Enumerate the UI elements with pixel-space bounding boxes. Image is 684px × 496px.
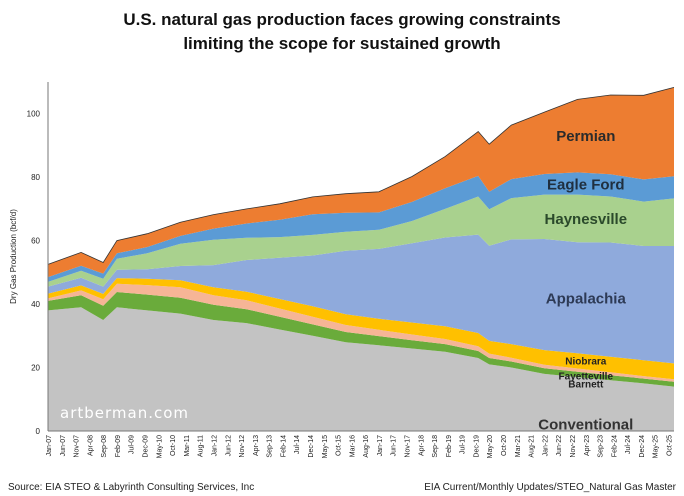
x-tick-label: Mar-11 — [184, 435, 191, 457]
source-right: EIA Current/Monthly Updates/STEO_Natural… — [424, 482, 676, 493]
x-tick-label: Apr-18 — [418, 435, 425, 456]
area-barnett — [48, 292, 674, 387]
annotation-eagle-ford: Eagle Ford — [547, 176, 625, 193]
title-line-1: U.S. natural gas production faces growin… — [123, 10, 561, 29]
x-tick-label: Nov-22 — [570, 435, 577, 458]
x-tick-label: Nov-12 — [239, 435, 246, 458]
x-tick-label: May-15 — [322, 435, 329, 458]
x-tick-label: Jul-24 — [625, 435, 632, 454]
x-tick-label: Sep-08 — [101, 435, 108, 458]
y-tick-label: 80 — [31, 173, 40, 182]
x-tick-label: Dec-14 — [308, 435, 315, 458]
x-tick-label: Aug-21 — [529, 435, 536, 458]
y-axis-label: Dry Gas Production (bcf/d) — [9, 209, 18, 304]
area-fayetteville — [48, 283, 674, 382]
x-tick-label: Jul-09 — [129, 435, 136, 454]
x-tick-label: Dec-09 — [143, 435, 150, 458]
x-tick-label: May-20 — [487, 435, 494, 458]
x-tick-label: May-10 — [156, 435, 163, 458]
y-tick-label: 40 — [31, 300, 40, 309]
x-tick-label: Jul-14 — [294, 435, 301, 454]
x-tick-label: Apr-13 — [253, 435, 260, 456]
x-tick-label: Mar-21 — [515, 435, 522, 457]
x-tick-label: Aug-16 — [363, 435, 370, 458]
annotation-barnett: Barnett — [568, 380, 604, 391]
area-appalachia — [48, 234, 674, 364]
annotation-appalachia: Appalachia — [546, 291, 627, 308]
annotation-conventional: Conventional — [538, 417, 633, 434]
x-tick-label: Apr-23 — [584, 435, 591, 456]
x-tick-label: Feb-24 — [611, 435, 618, 457]
watermark: artberman.com — [60, 404, 189, 422]
area-haynesville — [48, 194, 674, 287]
y-tick-label: 20 — [31, 364, 40, 373]
x-tick-label: Feb-14 — [280, 435, 287, 457]
chart-title: U.S. natural gas production faces growin… — [0, 8, 684, 56]
annotation-fayetteville: Fayetteville — [559, 372, 614, 383]
x-tick-label: May-25 — [653, 435, 660, 458]
x-tick-label: Nov-17 — [405, 435, 412, 458]
area-eagle-ford — [48, 172, 674, 282]
area-niobrara — [48, 278, 674, 380]
x-tick-label: Jul-19 — [460, 435, 467, 454]
x-tick-label: Jan-17 — [377, 435, 384, 457]
title-line-2: limiting the scope for sustained growth — [183, 34, 501, 53]
total-outline — [47, 87, 675, 265]
x-tick-label: Jun-07 — [60, 435, 67, 457]
x-tick-label: Sep-18 — [432, 435, 439, 458]
x-tick-label: Sep-23 — [598, 435, 605, 458]
x-tick-label: Dec-24 — [639, 435, 646, 458]
x-tick-label: Oct-20 — [501, 435, 508, 456]
x-tick-label: Jun-17 — [391, 435, 398, 457]
x-tick-label: Oct-10 — [170, 435, 177, 456]
annotation-niobrara: Niobrara — [565, 356, 607, 367]
x-tick-label: Mar-16 — [349, 435, 356, 457]
x-tick-label: Jan-07 — [46, 435, 53, 457]
x-tick-label: Jan-22 — [542, 435, 549, 457]
y-tick-label: 60 — [31, 237, 40, 246]
x-tick-label: Dec-19 — [473, 435, 480, 458]
annotation-haynesville: Haynesville — [545, 211, 628, 228]
area-permian — [48, 87, 674, 278]
x-tick-label: Oct-25 — [667, 435, 674, 456]
x-tick-label: Jun-12 — [225, 435, 232, 457]
y-tick-label: 100 — [27, 110, 41, 119]
x-tick-label: Oct-15 — [336, 435, 343, 456]
x-tick-label: Jun-22 — [556, 435, 563, 457]
annotation-permian: Permian — [556, 128, 615, 145]
x-tick-label: Sep-13 — [267, 435, 274, 458]
x-tick-label: Nov-07 — [74, 435, 81, 458]
area-conventional — [48, 307, 674, 431]
x-tick-label: Apr-08 — [87, 435, 94, 456]
x-tick-label: Jan-12 — [212, 435, 219, 457]
source-left: Source: EIA STEO & Labyrinth Consulting … — [8, 482, 255, 493]
x-tick-label: Aug-11 — [198, 435, 205, 457]
y-tick-label: 0 — [36, 427, 41, 436]
x-tick-label: Feb-09 — [115, 435, 122, 457]
x-tick-label: Feb-19 — [446, 435, 453, 457]
